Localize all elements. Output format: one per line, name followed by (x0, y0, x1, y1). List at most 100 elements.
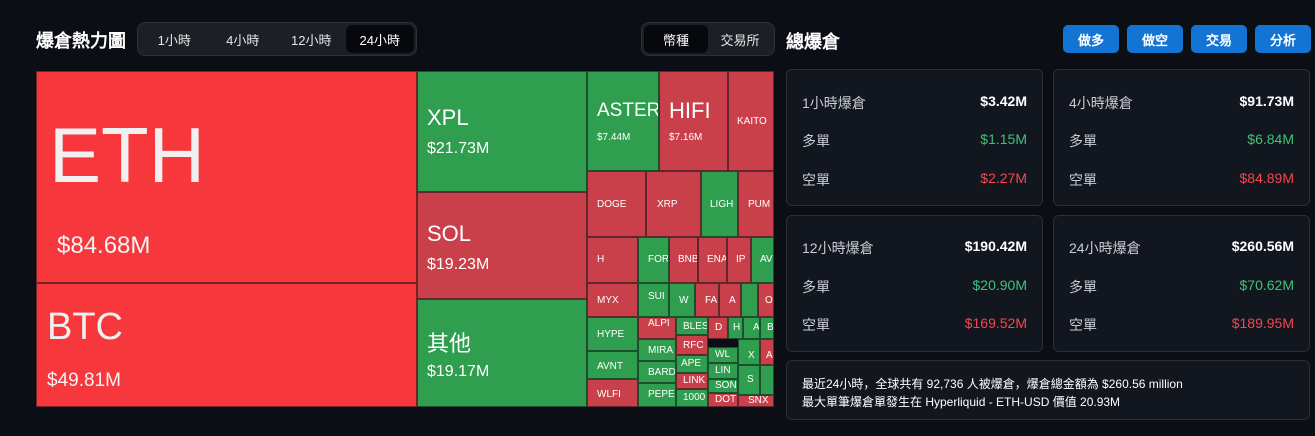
tab-12h[interactable]: 12小時 (291, 32, 332, 48)
cell-symbol: ASTER (597, 100, 659, 121)
liquidation-summary: 最近24小時，全球共有 92,736 人被爆倉，爆倉總金額為 $260.56 m… (786, 360, 1310, 420)
treemap-cell-xrp[interactable]: XRP (646, 171, 701, 237)
treemap-cell-sui[interactable]: SUI (638, 283, 669, 317)
liquidation-card-1h: 1小時爆倉 $3.42M 多單 $1.15M 空單 $2.27M (786, 69, 1043, 206)
cell-symbol: RFC (683, 340, 704, 351)
treemap-cell-unlabeled[interactable] (741, 283, 758, 317)
cell-symbol: LIGH (710, 199, 734, 210)
treemap-cell-bard[interactable]: BARD (638, 361, 676, 383)
treemap-cell-eth[interactable]: ETH $84.68M (36, 71, 417, 283)
card-total: $260.56M (1231, 238, 1294, 254)
tab-24h[interactable]: 24小時 (345, 25, 414, 53)
treemap-cell-pepe[interactable]: PEPE (638, 383, 676, 407)
liquidation-card-4h: 4小時爆倉 $91.73M 多單 $6.84M 空單 $84.89M (1053, 69, 1310, 206)
treemap-cell-alpi[interactable]: ALPI (638, 317, 676, 339)
treemap-cell-a-green[interactable]: A (743, 317, 760, 339)
time-range-tabs: 1小時 4小時 12小時 24小時 (137, 22, 417, 56)
cell-value: $21.73M (427, 140, 490, 157)
group-by-tabs: 幣種 交易所 (641, 22, 775, 56)
treemap-cell-h[interactable]: H (587, 237, 638, 283)
summary-line-1: 最近24小時，全球共有 92,736 人被爆倉，爆倉總金額為 $260.56 m… (802, 377, 1183, 391)
cell-symbol: SOL (427, 221, 472, 246)
long-button[interactable]: 做多 (1063, 25, 1119, 53)
treemap-cell-1000[interactable]: 1000 (676, 389, 708, 407)
cell-symbol: KAITO (737, 116, 767, 127)
treemap-cell-doge[interactable]: DOGE (587, 171, 646, 237)
tab-1h[interactable]: 1小時 (157, 32, 191, 48)
treemap-cell-avnt[interactable]: AVNT (587, 351, 638, 379)
treemap-cell-x[interactable]: X (738, 339, 760, 365)
treemap-cell-ena[interactable]: ENA (698, 237, 727, 283)
cell-symbol: X (748, 350, 755, 361)
treemap-cell-ip[interactable]: IP (727, 237, 751, 283)
treemap-cell-w[interactable]: W (669, 283, 695, 317)
long-label: 多單 (802, 133, 830, 149)
cell-symbol: WL (715, 349, 730, 360)
long-label: 多單 (802, 279, 830, 295)
treemap-cell-hype[interactable]: HYPE (587, 317, 638, 351)
treemap-cell-myx[interactable]: MYX (587, 283, 638, 317)
cell-symbol: BLES (683, 321, 708, 332)
treemap-cell-bnb[interactable]: BNB (669, 237, 698, 283)
cell-value: $19.17M (427, 363, 490, 380)
tab-coin[interactable]: 幣種 (644, 25, 708, 53)
cell-symbol: FOR (648, 254, 669, 265)
treemap-cell-o[interactable]: O (758, 283, 774, 317)
treemap-cell-b[interactable]: B (760, 317, 774, 339)
treemap-cell-av[interactable]: AV (751, 237, 774, 283)
card-label: 12小時爆倉 (802, 240, 874, 256)
card-total: $3.42M (980, 93, 1027, 109)
cell-symbol: XPL (427, 105, 469, 130)
treemap-cell-xpl[interactable]: XPL $21.73M (417, 71, 587, 192)
cell-value: $84.68M (57, 232, 151, 259)
long-label: 多單 (1069, 279, 1097, 295)
liquidation-card-12h: 12小時爆倉 $190.42M 多單 $20.90M 空單 $169.52M (786, 215, 1043, 352)
treemap-cell-bles[interactable]: BLES (676, 317, 708, 335)
analysis-button[interactable]: 分析 (1255, 25, 1311, 53)
treemap-cell-link[interactable]: LINK (676, 373, 708, 389)
short-label: 空單 (802, 317, 830, 333)
cell-symbol: MYX (597, 295, 619, 306)
treemap-cell-a-red[interactable]: A (760, 339, 774, 365)
treemap-cell-kaito[interactable]: KAITO (728, 71, 774, 171)
cell-value: $7.44M (597, 132, 631, 143)
trade-button[interactable]: 交易 (1191, 25, 1247, 53)
treemap-cell-rfc[interactable]: RFC (676, 335, 708, 355)
treemap-cell-aster[interactable]: ASTER $7.44M (587, 71, 659, 171)
treemap-cell-d[interactable]: D (708, 317, 728, 339)
treemap-cell-son[interactable]: SON (708, 379, 738, 393)
treemap-cell-sol[interactable]: SOL $19.23M (417, 192, 587, 299)
treemap-cell-unlabeled[interactable] (760, 365, 774, 395)
cell-symbol: LINK (683, 375, 706, 386)
treemap-cell-h-small[interactable]: H (728, 317, 743, 339)
treemap-cell-wl[interactable]: WL (708, 347, 738, 363)
treemap-cell-ligh[interactable]: LIGH (701, 171, 738, 237)
treemap-cell-mira[interactable]: MIRA (638, 339, 676, 361)
cell-symbol: SUI (648, 291, 665, 302)
short-value: $84.89M (1239, 170, 1294, 186)
short-value: $169.52M (964, 315, 1027, 331)
treemap-cell-dot[interactable]: DOT (708, 393, 738, 407)
treemap-cell-btc[interactable]: BTC $49.81M (36, 283, 417, 407)
treemap-cell-fa[interactable]: FA (695, 283, 719, 317)
treemap-cell-other[interactable]: 其他 $19.17M (417, 299, 587, 407)
treemap-cell-wlfi[interactable]: WLFI (587, 379, 638, 407)
short-button[interactable]: 做空 (1127, 25, 1183, 53)
treemap-cell-lin[interactable]: LIN (708, 363, 738, 379)
cell-value: $19.23M (427, 256, 490, 273)
treemap-cell-ape[interactable]: APE (676, 355, 708, 373)
treemap-cell-for[interactable]: FOR (638, 237, 669, 283)
cell-symbol: FA (705, 295, 718, 306)
treemap-cell-s[interactable]: S (738, 365, 760, 395)
treemap-cell-a[interactable]: A (719, 283, 741, 317)
treemap-cell-pum[interactable]: PUM (738, 171, 774, 237)
cell-symbol: AV (760, 254, 773, 265)
cell-symbol: APE (681, 358, 702, 369)
short-value: $2.27M (980, 170, 1027, 186)
treemap-cell-hifi[interactable]: HIFI $7.16M (659, 71, 728, 171)
tab-exchange[interactable]: 交易所 (720, 32, 760, 48)
cell-symbol: H (733, 322, 741, 333)
tab-4h[interactable]: 4小時 (226, 32, 260, 48)
treemap-cell-snx[interactable]: SNX (738, 395, 774, 407)
long-value: $20.90M (972, 277, 1027, 293)
